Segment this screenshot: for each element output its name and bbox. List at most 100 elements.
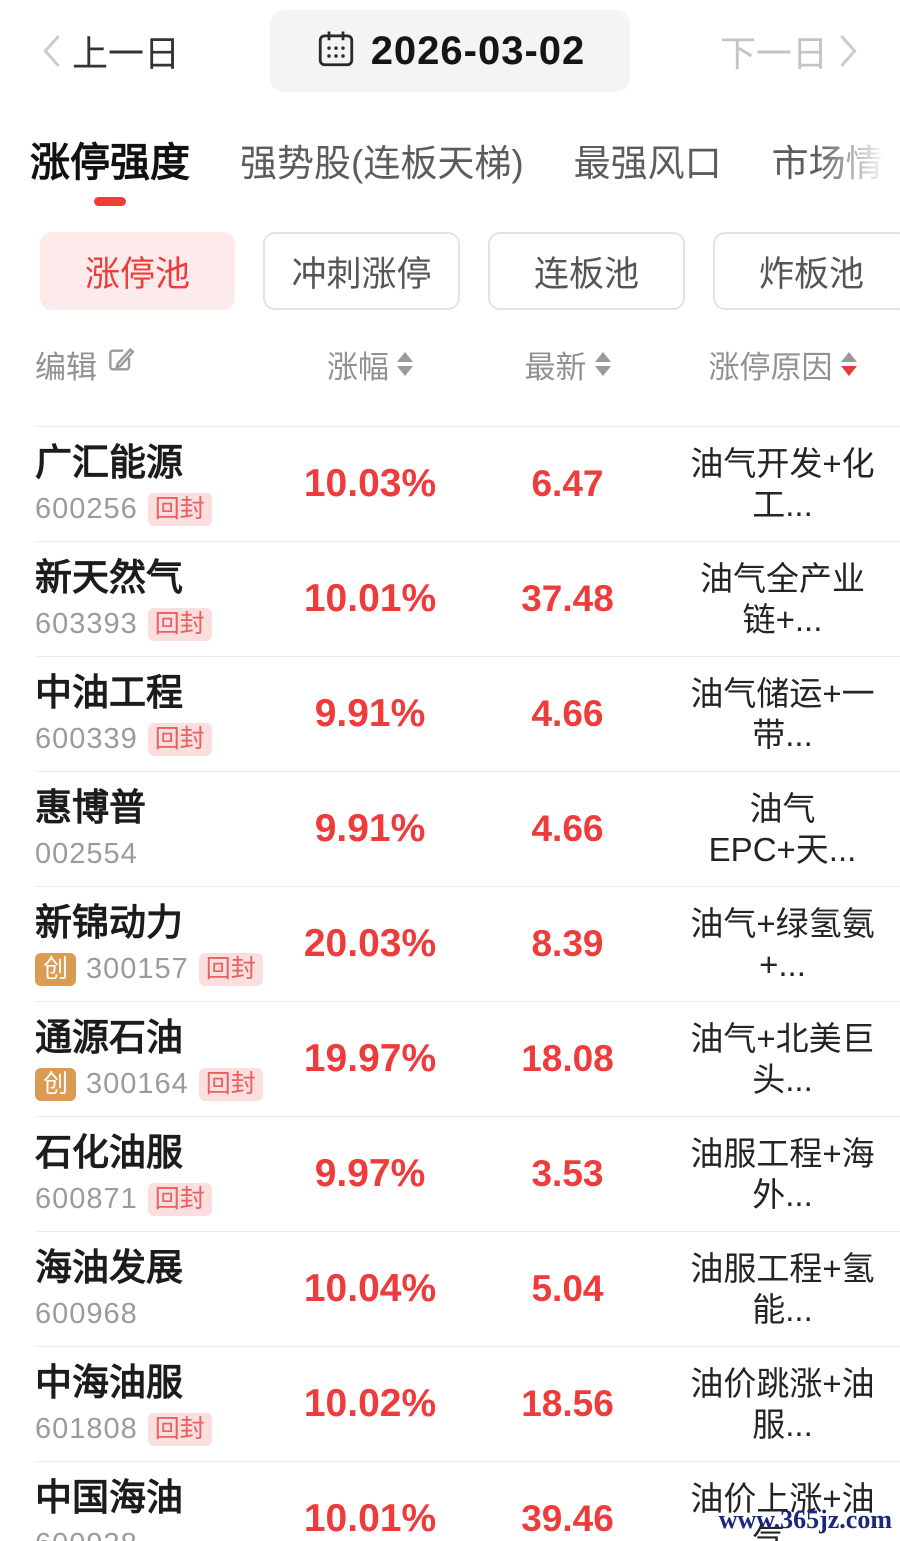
change-column-label: 涨幅 [327, 349, 389, 385]
reason-column-label: 涨停原因 [708, 349, 833, 385]
change-percent: 9.91% [314, 692, 426, 735]
tab-strongest-theme[interactable]: 最强风口 [574, 133, 722, 187]
date-picker-button[interactable]: 2026-03-02 [270, 10, 630, 92]
stock-row[interactable]: 惠博普 002554 9.91% 4.66 油气 EPC+天... [35, 771, 900, 886]
limit-up-reason-line1: 油价上涨+油 [690, 1480, 875, 1517]
change-percent: 9.97% [314, 1152, 426, 1195]
limit-up-reason-line2: 服... [752, 1406, 813, 1443]
limit-up-reason-line1: 油服工程+海 [690, 1135, 875, 1172]
tab-strong-stocks[interactable]: 强势股(连板天梯) [240, 133, 524, 187]
latest-price: 8.39 [531, 923, 604, 964]
stock-name: 中国海油 [35, 1477, 183, 1519]
tab-market-sentiment[interactable]: 市场情 [772, 133, 883, 187]
latest-price: 3.53 [531, 1153, 604, 1194]
stock-code: 300157 [86, 952, 189, 985]
next-day-button[interactable]: 下一日 [720, 25, 862, 77]
tab-label: 强势股(连板天梯) [240, 143, 524, 184]
tab-limit-up-strength[interactable]: 涨停强度 [30, 130, 190, 206]
stock-code: 600938 [35, 1528, 138, 1541]
stock-name: 通源石油 [35, 1016, 183, 1058]
limit-up-reason-line2: +... [759, 946, 806, 983]
chevron-right-icon [834, 31, 862, 71]
pool-filter-bar: 涨停池 冲刺涨停 连板池 炸板池 [0, 232, 900, 310]
stock-code: 002554 [35, 837, 138, 870]
limit-up-reason-line2: 外... [752, 1176, 813, 1213]
latest-price: 6.47 [531, 463, 604, 504]
limit-up-reason-line1: 油气+绿氢氨 [690, 905, 875, 942]
calendar-icon [315, 28, 357, 75]
limit-up-reason-line1: 油气全产业 [700, 560, 865, 597]
prev-day-label: 上一日 [72, 33, 181, 74]
stock-name: 海油发展 [35, 1247, 183, 1289]
change-percent: 20.03% [303, 922, 437, 965]
filter-broken-board-pool[interactable]: 炸板池 [713, 232, 900, 310]
limit-up-reason-line2: 头... [752, 1061, 813, 1098]
filter-limit-up-pool[interactable]: 涨停池 [40, 232, 235, 310]
sort-arrows-icon [397, 352, 413, 376]
stock-row[interactable]: 中国海油 600938 10.01% 39.46 油价上涨+油 气... [35, 1461, 900, 1541]
sort-arrows-icon-active-desc [840, 352, 857, 376]
prev-day-button[interactable]: 上一日 [38, 25, 180, 77]
change-percent: 10.01% [303, 577, 437, 620]
edit-button[interactable]: 编辑 [35, 342, 137, 387]
change-percent: 19.97% [303, 1037, 437, 1080]
stock-name: 中海油服 [35, 1361, 183, 1403]
filter-sprint-limit-up[interactable]: 冲刺涨停 [263, 232, 460, 310]
tab-label: 涨停强度 [30, 141, 190, 185]
latest-price: 18.08 [521, 1038, 614, 1079]
reseal-badge: 回封 [147, 1412, 212, 1447]
date-nav-bar: 上一日 2026-03-02 下一日 [0, 0, 900, 102]
limit-up-reason-line2: 气... [752, 1521, 813, 1541]
stock-row[interactable]: 通源石油 创 300164 回封 19.97% 18.08 油气+北美巨 头..… [35, 1001, 900, 1116]
stock-name: 新锦动力 [35, 901, 183, 943]
change-percent: 10.02% [303, 1382, 437, 1425]
change-percent: 10.01% [303, 1497, 437, 1540]
limit-up-reason-line2: 工... [752, 486, 813, 523]
change-percent: 9.91% [314, 807, 426, 850]
stock-row[interactable]: 中油工程 600339 回封 9.91% 4.66 油气储运+一 带... [35, 656, 900, 771]
stock-code: 600968 [35, 1297, 138, 1330]
filter-label: 涨停池 [84, 254, 190, 294]
stock-name: 广汇能源 [35, 441, 183, 483]
edit-label: 编辑 [35, 349, 97, 385]
stock-name: 新天然气 [35, 556, 183, 598]
reseal-badge: 回封 [147, 1182, 212, 1217]
limit-up-reason-line1: 油服工程+氢 [690, 1250, 875, 1287]
tab-label: 市场情 [771, 143, 883, 184]
selected-date: 2026-03-02 [370, 28, 586, 73]
filter-label: 连板池 [533, 254, 639, 294]
limit-up-reason-line1: 油气+北美巨 [690, 1020, 875, 1057]
stock-row[interactable]: 海油发展 600968 10.04% 5.04 油服工程+氢 能... [35, 1231, 900, 1346]
stock-row[interactable]: 广汇能源 600256 回封 10.03% 6.47 油气开发+化 工... [35, 426, 900, 541]
latest-price: 5.04 [531, 1268, 604, 1309]
main-tab-bar: 涨停强度 强势股(连板天梯) 最强风口 市场情 [0, 124, 900, 206]
stock-name: 惠博普 [35, 787, 146, 829]
next-day-label: 下一日 [719, 33, 828, 74]
limit-up-reason-line2: EPC+天... [708, 831, 857, 868]
tab-label: 最强风口 [573, 143, 722, 184]
stock-row[interactable]: 新天然气 603393 回封 10.01% 37.48 油气全产业 链+... [35, 541, 900, 656]
reseal-badge: 回封 [198, 952, 263, 987]
stock-table-body: 广汇能源 600256 回封 10.03% 6.47 油气开发+化 工... 新… [0, 426, 900, 1541]
latest-price: 4.66 [531, 693, 604, 734]
latest-price: 37.48 [521, 578, 614, 619]
sort-by-change[interactable]: 涨幅 [327, 342, 413, 387]
chinext-board-badge: 创 [35, 1067, 77, 1102]
stock-code: 601808 [35, 1412, 138, 1445]
latest-column-label: 最新 [524, 349, 587, 385]
sort-by-latest[interactable]: 最新 [525, 342, 611, 387]
stock-row[interactable]: 石化油服 600871 回封 9.97% 3.53 油服工程+海 外... [35, 1116, 900, 1231]
limit-up-reason-line2: 链+... [742, 601, 823, 638]
change-percent: 10.04% [303, 1267, 437, 1310]
limit-up-reason-line1: 油气储运+一 [690, 675, 875, 712]
sort-by-reason[interactable]: 涨停原因 [709, 342, 857, 387]
stock-code: 600871 [35, 1182, 138, 1215]
filter-consecutive-board-pool[interactable]: 连板池 [488, 232, 685, 310]
table-header: 编辑 涨幅 最新 涨停原因 [0, 342, 900, 386]
stock-code: 600256 [35, 492, 138, 525]
edit-icon [105, 344, 137, 384]
limit-up-reason-line1: 油气 [749, 790, 816, 827]
stock-row[interactable]: 中海油服 601808 回封 10.02% 18.56 油价跳涨+油 服... [35, 1346, 900, 1461]
stock-row[interactable]: 新锦动力 创 300157 回封 20.03% 8.39 油气+绿氢氨 +... [35, 886, 900, 1001]
latest-price: 39.46 [521, 1498, 614, 1539]
